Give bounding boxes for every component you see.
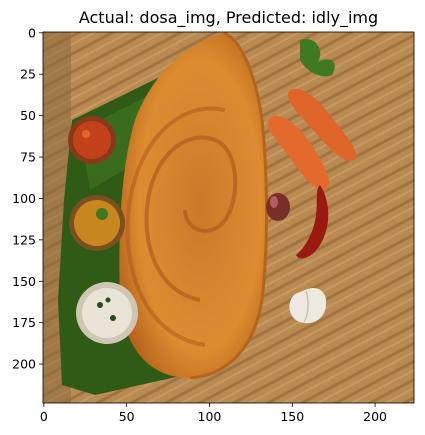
chutney-highlight bbox=[82, 130, 90, 138]
y-tick-label: 200 bbox=[12, 357, 36, 372]
mustard-seed bbox=[97, 302, 103, 308]
chart-title: Actual: dosa_img, Predicted: idly_img bbox=[79, 8, 378, 28]
carrot bbox=[288, 88, 356, 161]
x-tick-label: 100 bbox=[198, 409, 222, 424]
axes-frame bbox=[42, 31, 415, 404]
y-tick-label: 150 bbox=[12, 274, 36, 289]
coconut-chutney bbox=[82, 288, 132, 338]
y-tick-label: 0 bbox=[28, 25, 36, 40]
x-tick-label: 50 bbox=[119, 409, 135, 424]
y-tick-label: 175 bbox=[12, 315, 36, 330]
dosa-spiral-outer bbox=[125, 106, 226, 347]
garlic-line bbox=[303, 290, 309, 323]
carrot-greens bbox=[300, 39, 335, 77]
carrot bbox=[267, 115, 330, 190]
dosa bbox=[119, 33, 267, 378]
image-content bbox=[43, 32, 414, 403]
red-chilli bbox=[296, 185, 329, 259]
sambar bbox=[74, 200, 120, 246]
y-tick-label: 75 bbox=[20, 150, 36, 165]
x-tick-label: 200 bbox=[363, 409, 387, 424]
x-axis: 0 50 100 150 200 bbox=[40, 403, 387, 424]
y-axis: 0 25 50 75 100 125 150 175 200 bbox=[12, 25, 43, 372]
x-tick-label: 150 bbox=[280, 409, 304, 424]
y-tick-label: 25 bbox=[20, 67, 36, 82]
x-tick-label: 0 bbox=[40, 409, 48, 424]
shallot-highlight bbox=[270, 196, 278, 208]
dosa-straight-edge bbox=[189, 32, 268, 380]
dosa-spiral bbox=[144, 135, 238, 302]
y-tick-label: 125 bbox=[12, 232, 36, 247]
y-tick-label: 50 bbox=[20, 108, 36, 123]
mustard-seed bbox=[105, 297, 111, 303]
red-chutney bbox=[73, 121, 111, 159]
coriander-leaf bbox=[96, 208, 108, 220]
shallot bbox=[266, 193, 290, 221]
mustard-seed bbox=[110, 315, 116, 321]
y-tick-label: 100 bbox=[12, 191, 36, 206]
